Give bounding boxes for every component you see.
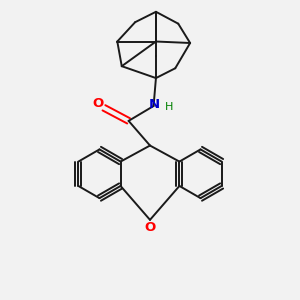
Text: N: N — [148, 98, 160, 111]
Text: O: O — [144, 221, 156, 234]
Text: O: O — [92, 97, 104, 110]
Text: H: H — [165, 102, 173, 112]
